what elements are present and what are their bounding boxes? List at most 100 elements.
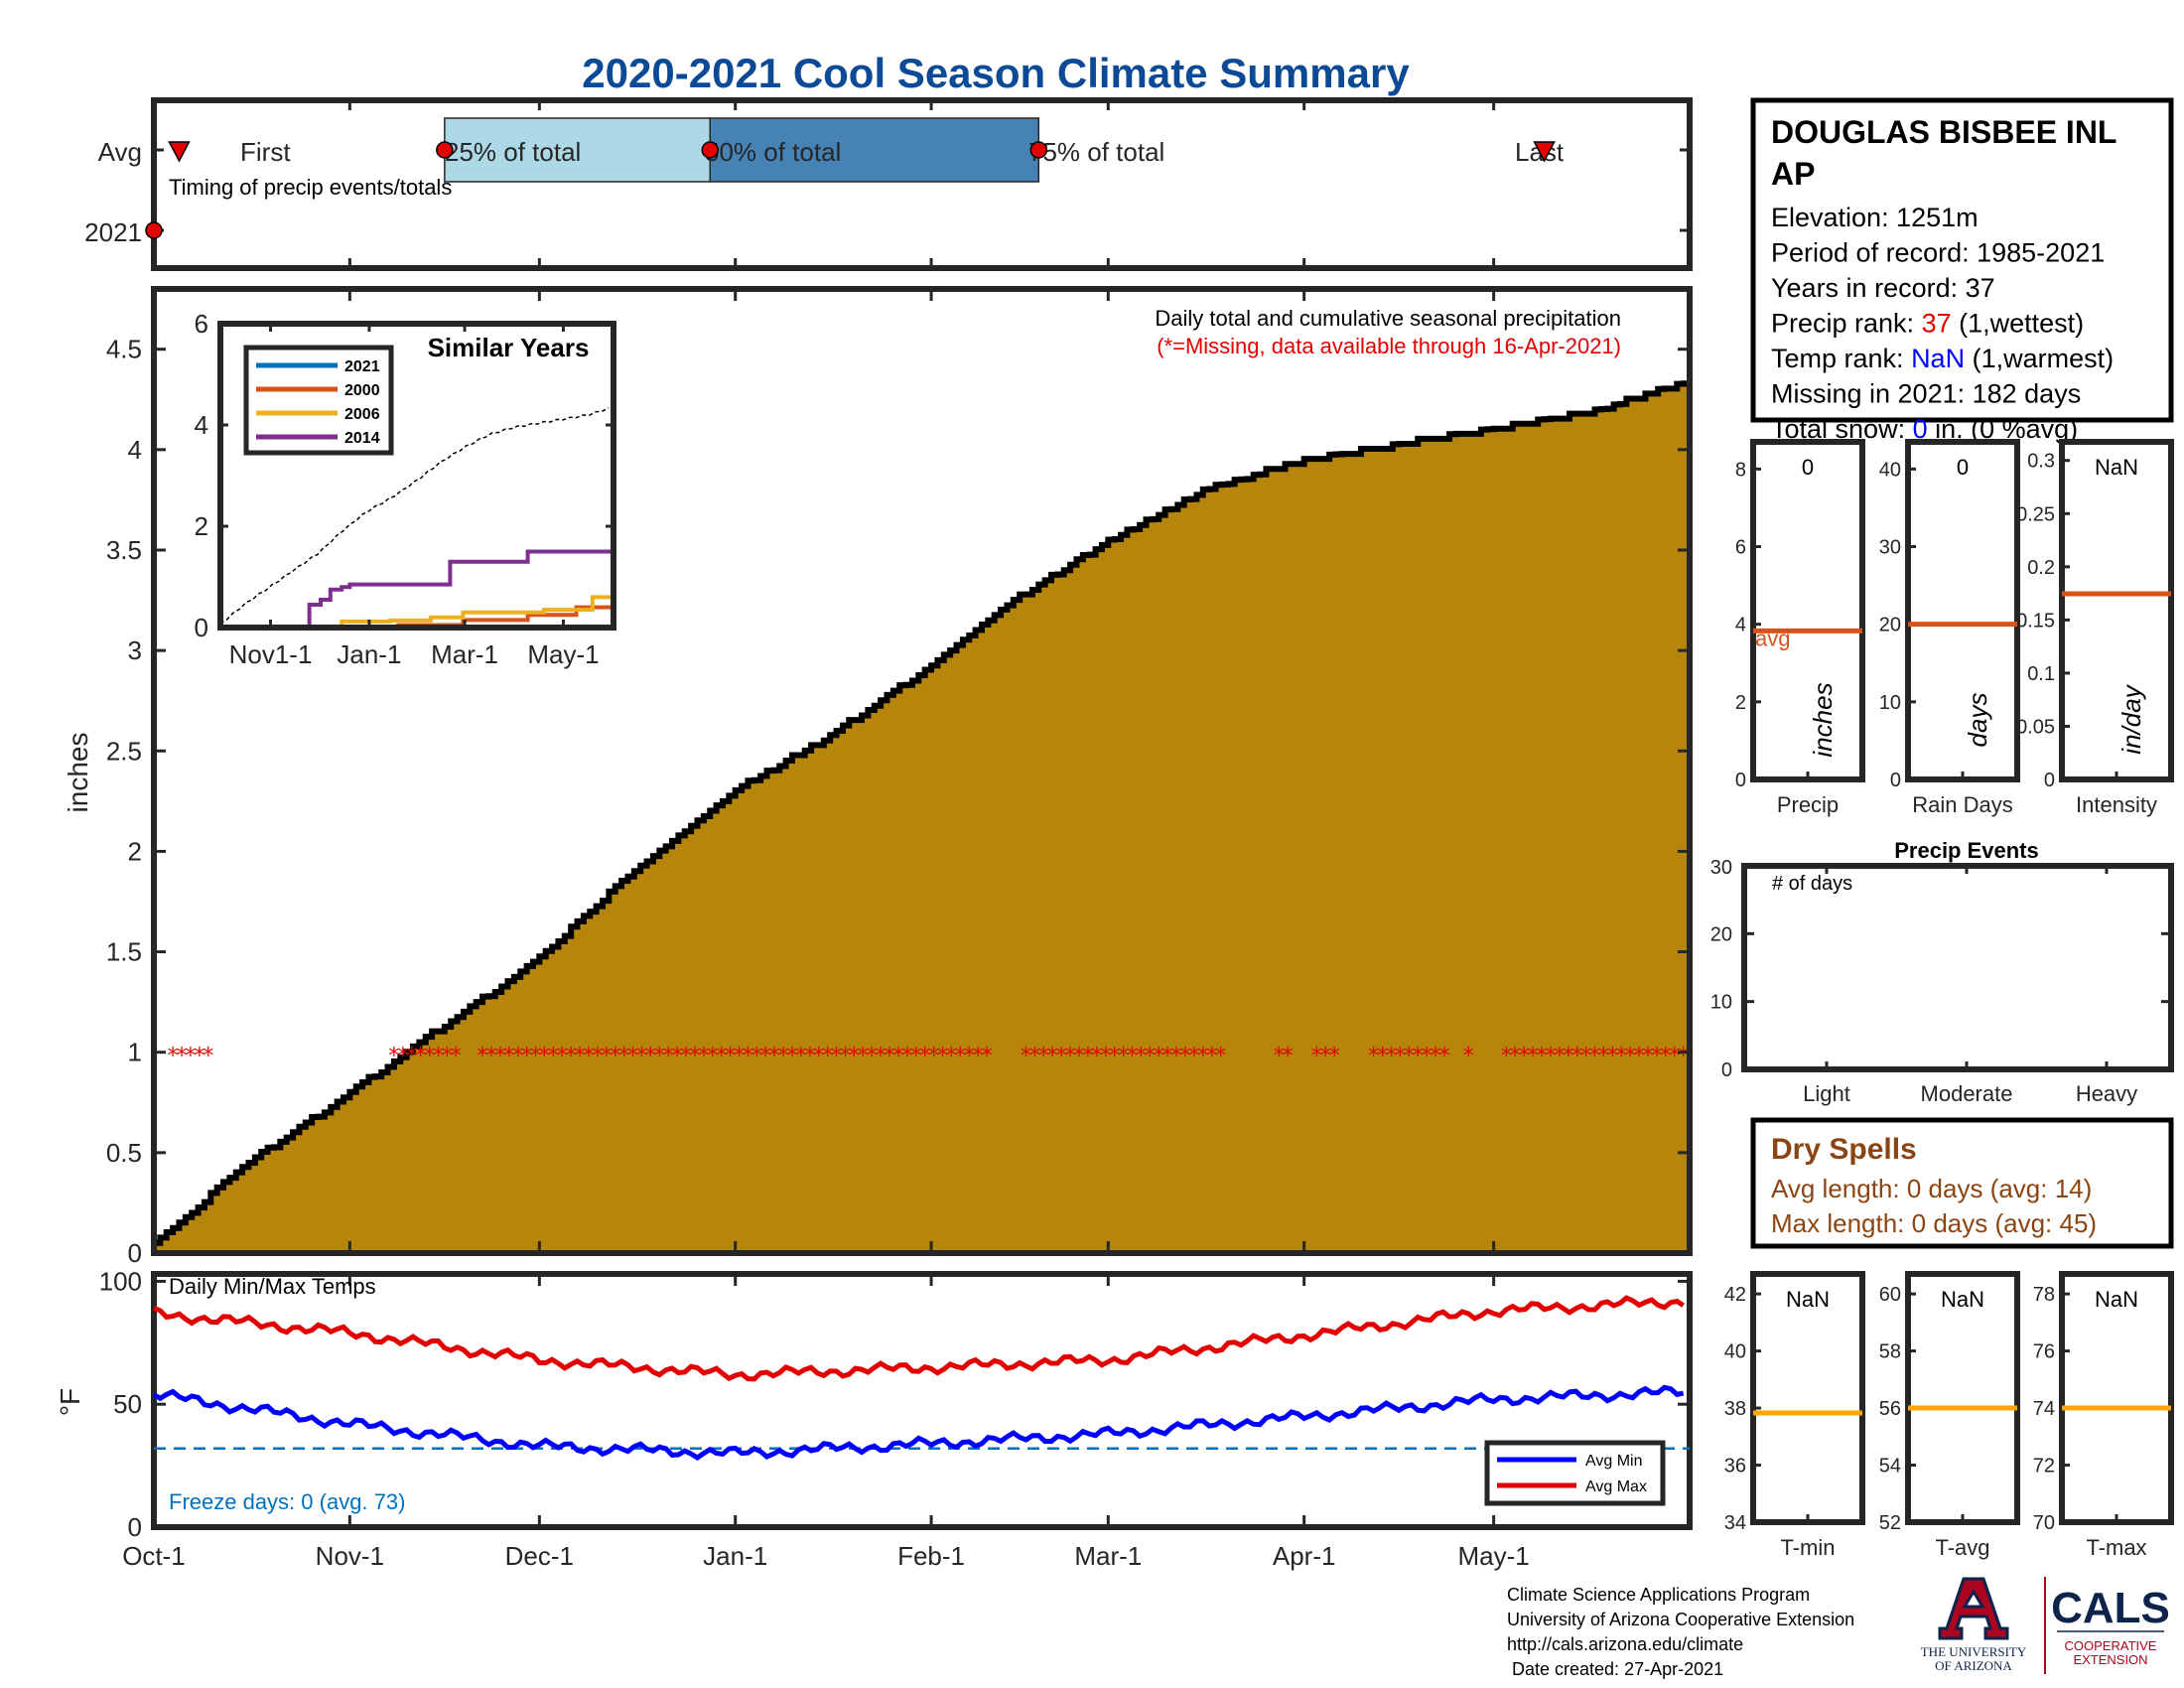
events-ytick-label: 10 (1710, 992, 1732, 1014)
panel-tmax-ytick-label: 76 (2033, 1341, 2055, 1363)
panel-precip-avg-note: avg (1755, 626, 1790, 650)
temps-ytick-label: 100 (99, 1266, 142, 1296)
missing-marker: * (423, 1045, 436, 1069)
missing-marker: * (1509, 1045, 1522, 1069)
panel-precip-ytick-label: 2 (1735, 692, 1746, 714)
daily-temps-chart: 0 50 100 Oct-1 Nov-1 Dec-1 Jan-1 Feb-1 Mar-1 Apr… (55, 1266, 1693, 1571)
missing-marker: * (1615, 1045, 1628, 1069)
missing-marker: * (874, 1045, 887, 1069)
missing-marker: * (653, 1045, 666, 1069)
missing-marker: * (1273, 1045, 1286, 1069)
main-ytick-label: 2 (128, 836, 142, 866)
missing-marker: * (484, 1045, 497, 1069)
missing-marker: * (1500, 1045, 1513, 1069)
missing-marker: * (1659, 1045, 1672, 1069)
missing-marker: * (1526, 1045, 1539, 1069)
dry-title: Dry Spells (1771, 1133, 1917, 1166)
main-ytick-label: 3 (128, 635, 142, 665)
cals-text-1: COOPERATIVE (2065, 1638, 2157, 1653)
station-line: Temp rank: NaN (1,warmest) (1771, 344, 2114, 373)
dry-spells-panel: Dry Spells Avg length: 0 days (avg: 14) … (1750, 1117, 2174, 1249)
missing-marker: * (1394, 1045, 1407, 1069)
missing-marker: * (980, 1045, 993, 1069)
missing-marker: * (617, 1045, 630, 1069)
footer: Climate Science Applications Program Uni… (1507, 1585, 1854, 1679)
missing-marker: * (1205, 1045, 1218, 1069)
missing-marker: * (387, 1045, 400, 1069)
ua-text-2: OF ARIZONA (1935, 1658, 2012, 1673)
temps-xtick-label: Oct-1 (122, 1541, 186, 1571)
missing-marker: * (1310, 1045, 1323, 1069)
timing-label-75: 75% of total (1028, 137, 1164, 167)
missing-marker: * (1376, 1045, 1389, 1069)
temps-xtick-label: Apr-1 (1273, 1541, 1336, 1571)
panel-raindays-ytick-label: 20 (1879, 615, 1901, 636)
avg-max-line (153, 1295, 1686, 1382)
missing-marker: * (715, 1045, 728, 1069)
missing-marker: * (175, 1045, 188, 1069)
legend-avg-min: Avg Min (1585, 1453, 1643, 1470)
cals-text: CALS (2051, 1584, 2170, 1632)
panel-tavg-ytick-label: 60 (1879, 1284, 1901, 1306)
missing-marker: * (1126, 1045, 1139, 1069)
missing-marker: * (1535, 1045, 1548, 1069)
inset-legend-label: 2021 (344, 358, 380, 375)
missing-marker: * (812, 1045, 825, 1069)
missing-marker: * (1367, 1045, 1380, 1069)
missing-marker: * (742, 1045, 754, 1069)
panel-tmin-ytick-label: 40 (1724, 1341, 1746, 1363)
missing-marker: * (556, 1045, 569, 1069)
missing-marker: * (202, 1045, 214, 1069)
panel-tmax-ytick-label: 78 (2033, 1284, 2055, 1306)
temps-xtick-label: May-1 (1458, 1541, 1530, 1571)
temps-ytick-label: 50 (113, 1389, 142, 1419)
temps-legend-box (1484, 1440, 1666, 1506)
inset-legend-label: 2000 (344, 382, 380, 399)
station-line: Missing in 2021: 182 days (1771, 379, 2081, 409)
panel-raindays-value: 0 (1957, 455, 1969, 480)
events-xtick-label: Light (1803, 1081, 1850, 1106)
missing-marker: * (1099, 1045, 1112, 1069)
missing-marker: * (866, 1045, 879, 1069)
panel-intensity-ytick-label: 0 (2044, 770, 2055, 791)
missing-marker: * (1650, 1045, 1663, 1069)
panel-raindays: 0 10 20 30 40 0 days Rain Days (1879, 439, 2020, 817)
missing-marker: * (565, 1045, 578, 1069)
missing-marker: * (883, 1045, 895, 1069)
inset-climatology-line (219, 406, 610, 625)
timing-box-25-50 (444, 117, 711, 183)
panel-tmin-ytick-label: 42 (1724, 1284, 1746, 1306)
main-ytick-label: 2.5 (106, 736, 142, 766)
panel-tmin-label: T-min (1781, 1535, 1836, 1560)
missing-marker: * (803, 1045, 816, 1069)
panel-tavg-ytick-label: 58 (1879, 1341, 1901, 1363)
missing-marker: * (573, 1045, 586, 1069)
missing-marker: * (644, 1045, 657, 1069)
panel-tavg-ytick-label: 56 (1879, 1398, 1901, 1420)
missing-marker: * (635, 1045, 648, 1069)
timing-panel: Avg 2021 Timing of precip events/totals … (84, 97, 1693, 271)
main-caption: Daily total and cumulative seasonal prec… (1155, 306, 1621, 331)
missing-marker: * (1624, 1045, 1637, 1069)
missing-marker: * (502, 1045, 515, 1069)
events-xtick-label: Heavy (2076, 1081, 2137, 1106)
panel-precip-axis-label: inches (1808, 682, 1838, 757)
university-of-arizona-logo: THE UNIVERSITY OF ARIZONA (1921, 1577, 2027, 1673)
panel-intensity-axis-label: in/day (2116, 683, 2146, 754)
missing-marker: * (1135, 1045, 1148, 1069)
panel-intensity-ytick-label: 0.1 (2027, 663, 2055, 685)
panel-precip-ytick-label: 0 (1735, 770, 1746, 791)
inset-ytick-label: 2 (195, 511, 208, 541)
missing-marker: * (671, 1045, 684, 1069)
missing-marker: * (609, 1045, 621, 1069)
missing-marker: * (1063, 1045, 1076, 1069)
similar-years-inset: 0 2 4 6 Nov1-1 Jan-1 Mar-1 May-1 Similar Years… (195, 309, 616, 669)
missing-marker: * (1562, 1045, 1574, 1069)
main-ytick-label: 0.5 (106, 1138, 142, 1168)
missing-marker: * (591, 1045, 604, 1069)
missing-marker: * (1161, 1045, 1174, 1069)
inset-ytick-label: 6 (195, 309, 208, 339)
panel-raindays-label: Rain Days (1912, 792, 2012, 817)
missing-marker: * (936, 1045, 949, 1069)
missing-marker: * (857, 1045, 870, 1069)
